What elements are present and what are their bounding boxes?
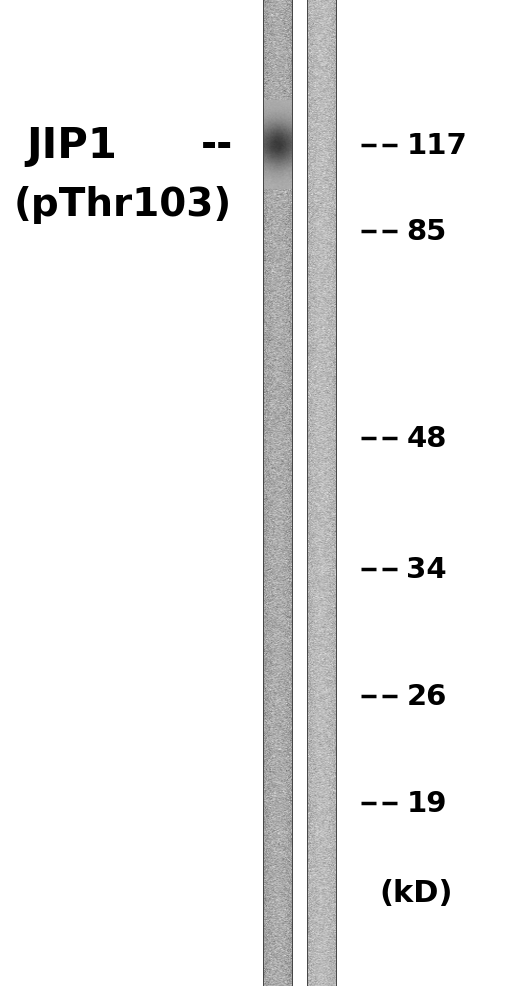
Text: 34: 34 (406, 556, 447, 584)
Bar (293, 0, 306, 986)
Text: 117: 117 (406, 132, 467, 160)
Text: (kD): (kD) (380, 878, 453, 907)
Text: JIP1: JIP1 (26, 125, 117, 167)
Text: 85: 85 (406, 218, 446, 246)
Text: 26: 26 (406, 682, 446, 710)
Text: (pThr103): (pThr103) (13, 186, 232, 224)
Text: --: -- (201, 127, 233, 165)
Text: 48: 48 (406, 425, 446, 453)
Text: 19: 19 (406, 790, 447, 817)
